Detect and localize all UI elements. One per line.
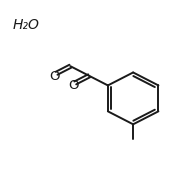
Text: O: O [68, 79, 79, 92]
Text: H₂O: H₂O [12, 18, 39, 32]
Text: O: O [49, 70, 60, 83]
